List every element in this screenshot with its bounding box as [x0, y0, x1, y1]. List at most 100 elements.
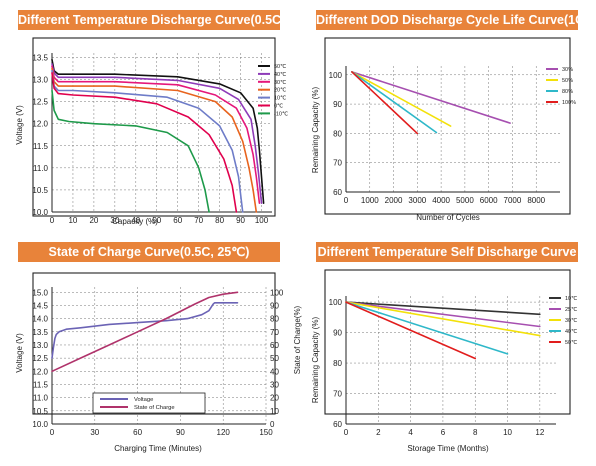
y-tick-label: 60 [333, 188, 342, 197]
x-tick-label: 6 [441, 428, 446, 437]
legend-label: Voltage [134, 397, 153, 403]
legend-label: 10℃ [274, 96, 287, 102]
x-tick-label: 6000 [480, 196, 498, 205]
x-tick-label: 60 [133, 428, 142, 437]
legend-label: 40℃ [274, 72, 287, 78]
plot-frame [32, 37, 276, 217]
x-tick-label: 4 [408, 428, 413, 437]
series-line-100% [351, 71, 419, 135]
y-tick-label: 13.5 [32, 53, 48, 62]
y2-tick-label: 80 [270, 315, 279, 324]
x-tick-label: 20 [89, 216, 98, 225]
y-axis-label: Voltage (V) [15, 105, 24, 145]
legend-label: 50℃ [565, 340, 578, 346]
x-tick-label: 60 [173, 216, 182, 225]
series-line-10℃ [51, 69, 244, 213]
x-tick-label: 50 [152, 216, 161, 225]
chart-1: 0 1000 2000 3000 4000 5000 6000 7000 8000 60 70 80 9… [311, 37, 576, 222]
chart-title-temperature-discharge: Different Temperature Discharge Curve(0.… [18, 10, 285, 30]
chart-title-state-of-charge: State of Charge Curve(0.5C, 25℃) [18, 242, 280, 262]
legend-label: 80% [562, 89, 573, 95]
y2-tick-label: 60 [270, 341, 279, 350]
plot-frame [32, 272, 276, 415]
legend-label: 50℃ [274, 64, 287, 70]
series-line-30% [351, 71, 511, 124]
x-tick-label: 3000 [408, 196, 426, 205]
y-tick-label: 14.5 [32, 301, 48, 310]
series-line-20℃ [51, 67, 258, 213]
x-tick-label: 2 [376, 428, 381, 437]
y-tick-label: 14.0 [32, 315, 48, 324]
y-tick-label: 100 [329, 71, 343, 80]
legend-label: 0℃ [274, 104, 284, 110]
series-line-80% [351, 71, 438, 134]
chart-title-dod-cycle-life: Different DOD Discharge Cycle Life Curve… [316, 10, 588, 30]
x-axis-label: Capacity (%) [112, 217, 158, 226]
y-tick-label: 11.5 [33, 142, 49, 151]
x-tick-label: 8000 [527, 196, 545, 205]
y-tick-label: 15.0 [32, 288, 48, 297]
legend-label: 20℃ [274, 88, 287, 94]
y2-tick-label: 90 [270, 301, 279, 310]
y-tick-label: 10.0 [32, 420, 48, 429]
legend-label: 40℃ [565, 329, 578, 335]
y-tick-label: 80 [333, 129, 342, 138]
y2-tick-label: 10 [270, 407, 279, 416]
legend-label: 30℃ [274, 80, 287, 86]
y-tick-label: 13.0 [32, 76, 48, 85]
series-line-30℃ [51, 65, 261, 204]
y-tick-label: 80 [333, 359, 342, 368]
y-tick-label: 90 [333, 100, 342, 109]
y-tick-label: 10.0 [32, 208, 48, 217]
x-tick-label: 1000 [361, 196, 379, 205]
x-tick-label: 0 [50, 216, 55, 225]
x-tick-label: 10 [503, 428, 512, 437]
plot-frame [324, 269, 571, 415]
y-tick-label: 70 [333, 159, 342, 168]
x-tick-label: 30 [90, 428, 99, 437]
y-tick-label: 11.0 [33, 164, 49, 173]
plot-frame [324, 37, 571, 215]
y-axis-label: Voltage (V) [15, 333, 24, 373]
chart-0: 0 10 20 30 40 50 60 70 80 90 100 10.0 10.5 11.0 11.5 12… [15, 37, 289, 226]
series-line-40℃ [51, 63, 263, 204]
y-axis-label: Remaining Capacity (%) [311, 87, 320, 174]
legend-label: 30℃ [565, 318, 578, 324]
y2-tick-label: 100 [270, 288, 284, 297]
y2-tick-label: 50 [270, 354, 279, 363]
series-line-50℃ [345, 301, 477, 360]
y-tick-label: 12.5 [32, 98, 48, 107]
y-tick-label: 11.5 [33, 380, 49, 389]
y-tick-label: 60 [333, 420, 342, 429]
y-tick-label: 11.0 [33, 394, 49, 403]
x-tick-label: 10 [68, 216, 77, 225]
series-line--10℃ [51, 89, 210, 213]
series-line-40℃ [345, 301, 509, 355]
series-line-25℃ [345, 301, 541, 328]
y-tick-label: 13.5 [32, 328, 48, 337]
y-tick-label: 10.5 [32, 186, 48, 195]
y-tick-label: 12.0 [32, 367, 48, 376]
x-tick-label: 40 [131, 216, 140, 225]
chart-2: 0 30 60 90 120 150 10.0 10.5 11.0 11.5 12.0 12.5 13.… [15, 272, 302, 453]
x-tick-label: 8 [473, 428, 478, 437]
series-line-50℃ [51, 58, 265, 204]
y2-axis-label: State of Charge(%) [293, 305, 302, 374]
x-axis-label: Charging Time (Minutes) [114, 444, 202, 453]
x-axis-label: Storage Time (Months) [407, 444, 489, 453]
x-tick-label: 0 [344, 428, 349, 437]
y-tick-label: 13.0 [32, 341, 48, 350]
y-tick-label: 12.5 [32, 354, 48, 363]
y-tick-label: 12.0 [32, 120, 48, 129]
x-tick-label: 2000 [385, 196, 403, 205]
x-tick-label: 4000 [432, 196, 450, 205]
x-tick-label: 5000 [456, 196, 474, 205]
series-line-0℃ [51, 72, 238, 213]
chart-title-self-discharge: Different Temperature Self Discharge Cur… [316, 242, 578, 262]
legend-label: 50% [562, 78, 573, 84]
x-tick-label: 30 [110, 216, 119, 225]
x-tick-label: 90 [236, 216, 245, 225]
x-tick-label: 7000 [504, 196, 522, 205]
y-axis-label: Remaining Capacity (%) [311, 317, 320, 404]
